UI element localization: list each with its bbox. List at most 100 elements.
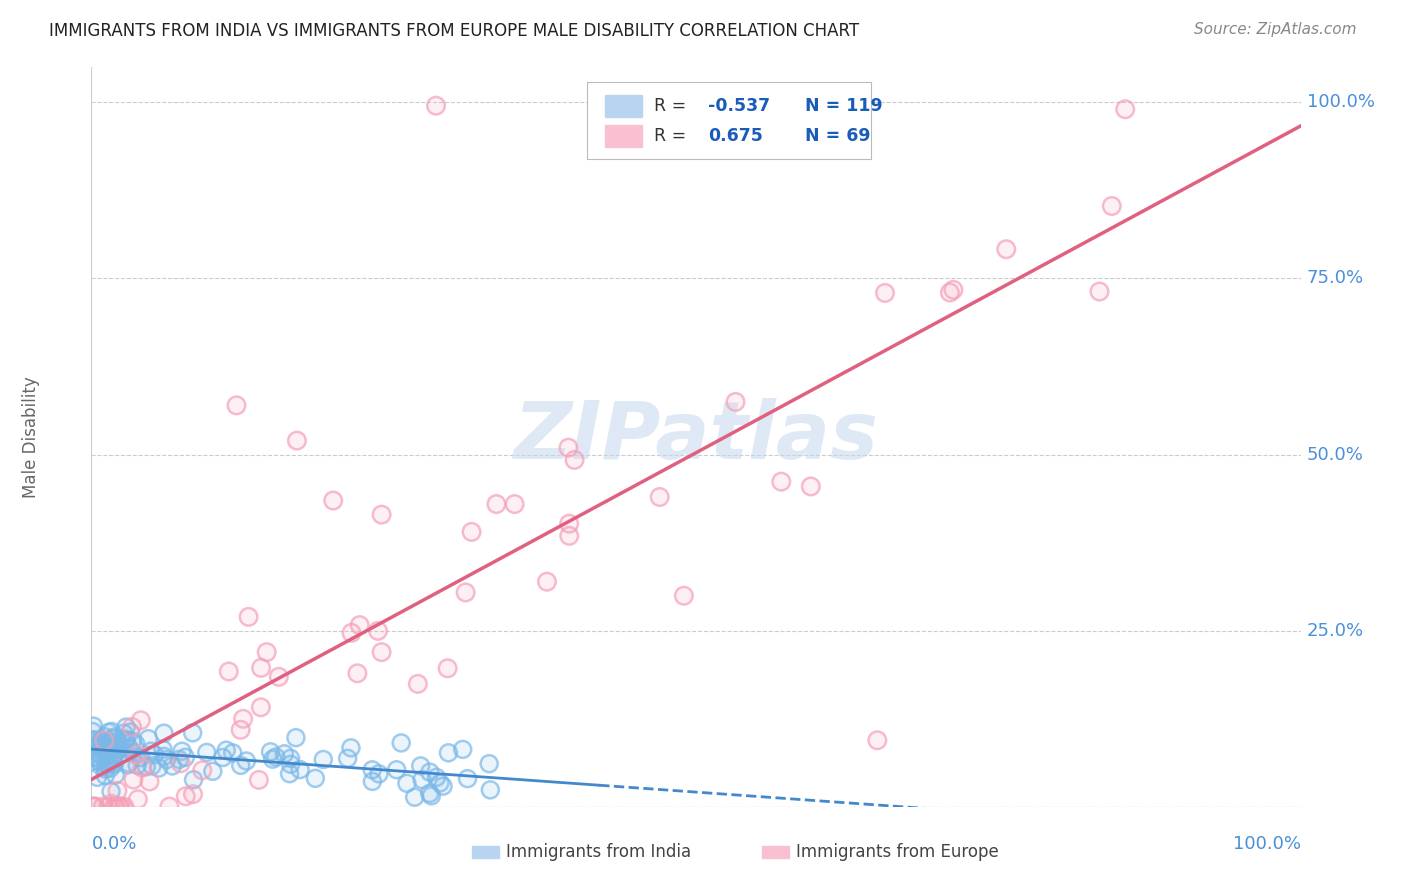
Point [153,749,176,764]
Point [152,742,174,756]
Point [100,761,122,775]
Point [122,772,145,787]
Point [90,739,112,754]
Point [385,763,408,777]
Point [346,666,368,681]
Text: 0.675: 0.675 [709,127,763,145]
FancyBboxPatch shape [472,846,499,857]
Point [103,747,125,762]
Point [111,739,134,754]
Point [370,508,392,522]
Point [280,751,302,765]
Point [124,737,146,751]
Point [229,723,252,737]
Point [101,741,124,756]
Point [98,735,121,749]
Point [1088,285,1111,299]
Point [82,742,104,756]
Point [91,799,114,814]
Point [90,733,112,747]
Point [395,776,418,790]
Point [93,733,115,747]
Point [139,744,162,758]
Point [97,725,120,739]
Point [454,585,477,599]
Point [127,792,149,806]
Point [411,772,433,787]
Point [103,757,125,772]
Point [229,758,252,772]
Point [104,799,127,814]
Point [264,750,287,764]
Point [724,395,747,409]
Point [100,784,122,798]
Point [121,720,143,734]
Point [284,731,307,745]
Point [247,772,270,787]
Text: Immigrants from India: Immigrants from India [506,843,692,861]
Point [285,434,308,448]
Point [235,754,257,768]
Point [114,733,136,747]
Point [340,740,363,755]
Point [367,624,389,638]
Point [103,756,125,770]
Point [232,712,254,726]
Text: 100.0%: 100.0% [1306,93,1375,112]
Point [101,731,124,746]
Point [118,756,141,771]
Point [86,770,108,784]
Point [564,453,586,467]
Point [174,789,197,804]
Point [91,733,114,747]
Point [262,752,284,766]
Point [232,712,254,726]
Point [83,799,105,814]
Point [457,772,479,786]
Point [672,589,695,603]
Point [288,763,311,777]
Point [557,441,579,455]
Point [138,774,160,789]
Point [800,479,823,493]
Point [97,758,120,772]
Point [503,497,526,511]
Point [322,493,344,508]
Point [278,766,301,780]
Point [250,700,273,714]
Point [153,726,176,740]
Point [101,724,124,739]
Point [346,666,368,681]
Point [87,747,110,761]
Point [349,618,371,632]
Point [648,490,671,504]
Point [361,774,384,789]
Point [96,749,118,764]
Text: 25.0%: 25.0% [1306,622,1364,640]
Point [225,398,247,412]
Point [105,742,128,756]
Point [97,744,120,758]
Point [340,625,363,640]
Point [112,799,135,814]
Point [143,747,166,762]
Point [211,750,233,764]
Point [89,755,111,769]
Point [110,747,132,762]
Point [104,768,127,782]
Point [101,724,124,739]
Point [167,752,190,766]
Point [460,524,482,539]
Point [419,765,441,780]
Point [1101,199,1123,213]
Point [170,744,193,758]
Point [97,758,120,772]
Point [170,744,193,758]
Text: Immigrants from Europe: Immigrants from Europe [796,843,1000,861]
Point [94,734,117,748]
Point [129,713,152,727]
Point [89,739,111,754]
Point [97,741,120,756]
Point [429,776,451,790]
Point [127,758,149,772]
